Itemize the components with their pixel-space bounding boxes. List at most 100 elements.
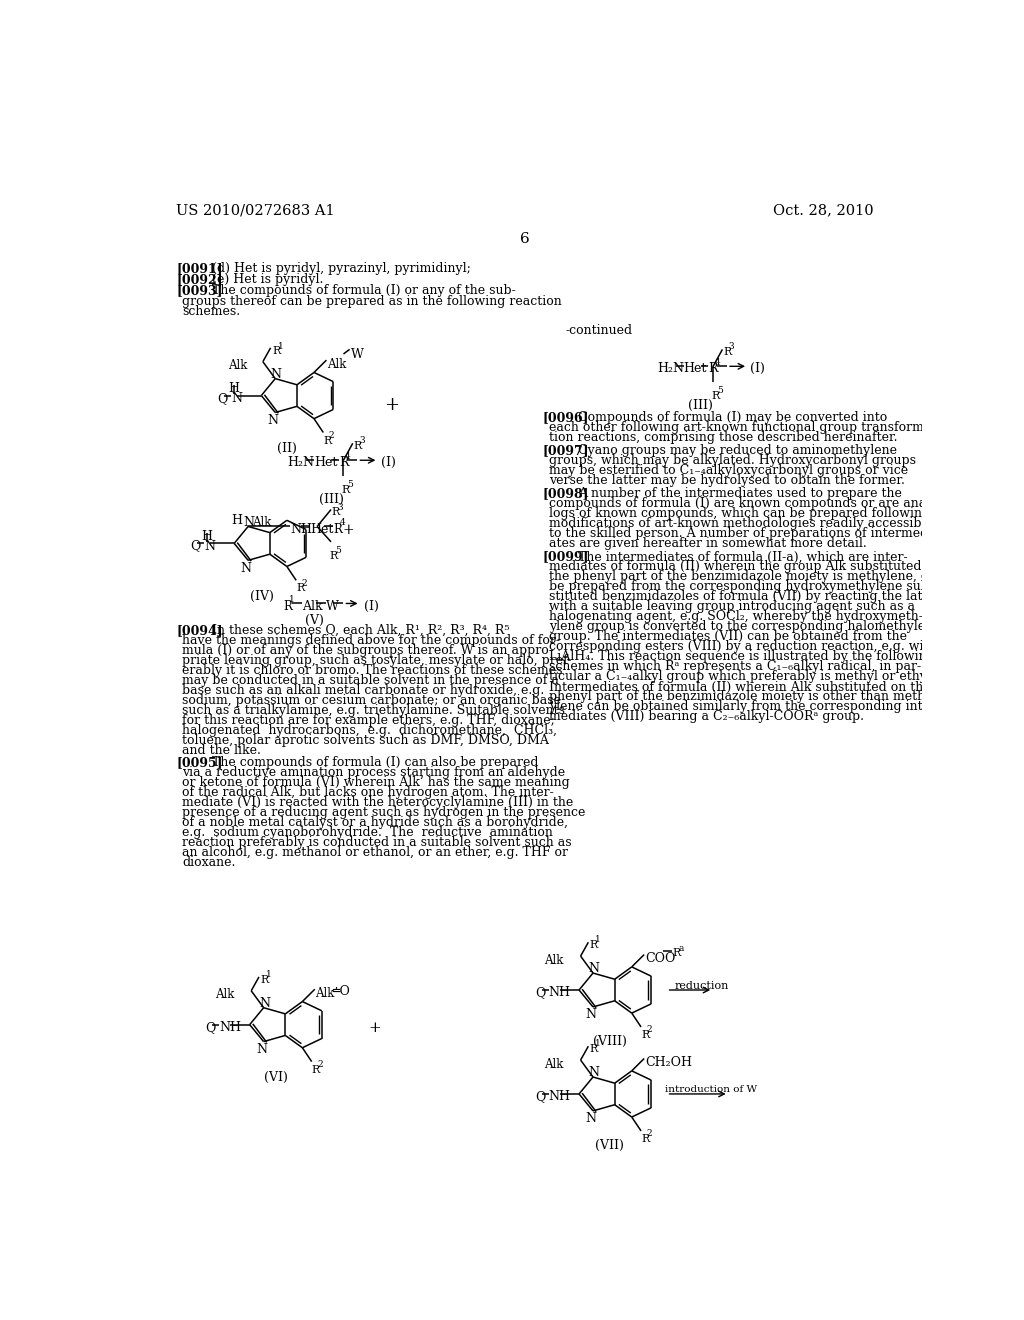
Text: schemes.: schemes. [182,305,241,318]
Text: schemes in which Rᵃ represents a C₁₋₆alkyl radical, in par-: schemes in which Rᵃ represents a C₁₋₆alk… [549,660,921,673]
Text: N: N [231,392,242,405]
Text: The intermediates of formula (II-a), which are inter-: The intermediates of formula (II-a), whi… [579,550,908,564]
Text: ticular a C₁₋₄alkyl group which preferably is methyl or ethyl.: ticular a C₁₋₄alkyl group which preferab… [549,671,935,684]
Text: R: R [712,391,720,401]
Text: Alk’: Alk’ [315,987,339,1001]
Text: [0091]: [0091] [176,263,222,276]
Text: reaction preferably is conducted in a suitable solvent such as: reaction preferably is conducted in a su… [182,836,571,849]
Text: Alk: Alk [328,358,346,371]
Text: Het: Het [684,363,707,375]
Text: logs of known compounds, which can be prepared following: logs of known compounds, which can be pr… [549,507,930,520]
Text: R: R [641,1134,649,1144]
Text: the phenyl part of the benzimidazole moiety is methylene, can: the phenyl part of the benzimidazole moi… [549,570,943,583]
Text: ylene can be obtained similarly from the corresponding inter-: ylene can be obtained similarly from the… [549,701,940,714]
Text: (I): (I) [364,599,379,612]
Text: Het: Het [310,523,334,536]
Text: COO: COO [645,952,675,965]
Text: Q: Q [217,392,227,405]
Text: [0099]: [0099] [543,550,589,564]
Text: 5: 5 [717,387,723,395]
Text: 1: 1 [289,595,295,605]
Text: N: N [586,1008,596,1022]
Text: H₂N: H₂N [288,457,314,470]
Text: Cyano groups may be reduced to aminomethylene: Cyano groups may be reduced to aminometh… [579,444,897,457]
Text: or ketone of formula (VI) wherein Alk’ has the same meaning: or ketone of formula (VI) wherein Alk’ h… [182,776,570,789]
Text: W: W [351,348,365,360]
Text: (d) Het is pyridyl, pyrazinyl, pyrimidinyl;: (d) Het is pyridyl, pyrazinyl, pyrimidin… [212,263,471,276]
Text: 1: 1 [595,1039,601,1048]
Text: NH: NH [549,986,570,999]
Text: R: R [723,347,731,356]
Text: +: + [384,396,398,413]
Text: groups thereof can be prepared as in the following reaction: groups thereof can be prepared as in the… [182,294,562,308]
Text: Oct. 28, 2010: Oct. 28, 2010 [773,203,873,216]
Text: R: R [311,1065,319,1074]
Text: may be conducted in a suitable solvent in the presence of a: may be conducted in a suitable solvent i… [182,675,559,688]
Text: 3: 3 [337,503,343,512]
Text: (III): (III) [318,492,343,506]
Text: +: + [343,523,354,537]
Text: 3: 3 [359,437,365,445]
Text: 1: 1 [266,970,271,979]
Text: such as a trialkylamine, e.g. triethylamine. Suitable solvents: such as a trialkylamine, e.g. triethylam… [182,705,565,717]
Text: [0095]: [0095] [176,756,222,770]
Text: may be esterified to C₁₋₄alkyloxycarbonyl groups or vice: may be esterified to C₁₋₄alkyloxycarbony… [549,465,908,477]
Text: 5: 5 [335,546,341,556]
Text: (e) Het is pyridyl.: (e) Het is pyridyl. [212,273,324,286]
Text: to the skilled person. A number of preparations of intermedi-: to the skilled person. A number of prepa… [549,527,936,540]
Text: (VIII): (VIII) [593,1035,627,1048]
Text: Compounds of formula (I) may be converted into: Compounds of formula (I) may be converte… [579,411,888,424]
Text: +: + [369,1020,381,1035]
Text: base such as an alkali metal carbonate or hydroxide, e.g.: base such as an alkali metal carbonate o… [182,684,545,697]
Text: N: N [589,962,599,975]
Text: 3: 3 [729,342,734,351]
Text: with a suitable leaving group introducing agent such as a: with a suitable leaving group introducin… [549,601,914,614]
Text: R: R [342,484,350,495]
Text: Q: Q [190,540,201,553]
Text: R: R [339,457,348,470]
Text: N: N [204,540,215,553]
Text: ═O: ═O [332,985,350,998]
Text: N: N [259,997,270,1010]
Text: dioxane.: dioxane. [182,857,236,869]
Text: NH: NH [549,1090,570,1104]
Text: The compounds of formula (I) or any of the sub-: The compounds of formula (I) or any of t… [212,284,515,297]
Text: (IV): (IV) [250,590,273,603]
Text: 6: 6 [520,231,529,246]
Text: N: N [241,562,251,576]
Text: 4: 4 [345,451,351,461]
Text: verse the latter may be hydrolysed to obtain the former.: verse the latter may be hydrolysed to ob… [549,474,904,487]
Text: 2: 2 [317,1060,323,1069]
Text: Q: Q [206,1020,216,1034]
Text: [0096]: [0096] [543,411,589,424]
Text: mediates of formula (II) wherein the group Alk substituted on: mediates of formula (II) wherein the gro… [549,561,941,573]
Text: be prepared from the corresponding hydroxymethylene sub-: be prepared from the corresponding hydro… [549,581,933,594]
Text: 1: 1 [595,936,601,944]
Text: stituted benzimidazoles of formula (VII) by reacting the latter: stituted benzimidazoles of formula (VII)… [549,590,941,603]
Text: [0092]: [0092] [176,273,222,286]
Text: mediates (VIII) bearing a C₂₋₆alkyl-COORᵃ group.: mediates (VIII) bearing a C₂₋₆alkyl-COOR… [549,710,864,723]
Text: of a noble metal catalyst or a hydride such as a borohydride,: of a noble metal catalyst or a hydride s… [182,816,568,829]
Text: 5: 5 [347,480,353,490]
Text: tion reactions, comprising those described hereinafter.: tion reactions, comprising those describ… [549,430,897,444]
Text: R: R [260,974,268,985]
Text: (VI): (VI) [263,1071,288,1084]
Text: R: R [330,552,338,561]
Text: of the radical Alk, but lacks one hydrogen atom. The inter-: of the radical Alk, but lacks one hydrog… [182,785,554,799]
Text: R: R [353,441,361,451]
Text: groups, which may be alkylated. Hydroxycarbonyl groups: groups, which may be alkylated. Hydroxyc… [549,454,915,467]
Text: priate leaving group, such as tosylate, mesylate or halo, pref-: priate leaving group, such as tosylate, … [182,655,571,668]
Text: 2: 2 [329,430,335,440]
Text: presence of a reducing agent such as hydrogen in the presence: presence of a reducing agent such as hyd… [182,807,586,818]
Text: [0093]: [0093] [176,284,222,297]
Text: The compounds of formula (I) can also be prepared: The compounds of formula (I) can also be… [212,756,539,770]
Text: H₂N: H₂N [657,363,684,375]
Text: Alk: Alk [302,599,323,612]
Text: LiAlH₄. This reaction sequence is illustrated by the following: LiAlH₄. This reaction sequence is illust… [549,651,935,664]
Text: sodium, potassium or cesium carbonate; or an organic base: sodium, potassium or cesium carbonate; o… [182,694,561,708]
Text: N: N [267,414,279,428]
Text: halogenated  hydrocarbons,  e.g.  dichoromethane,  CHCl₃,: halogenated hydrocarbons, e.g. dichorome… [182,725,557,738]
Text: reduction: reduction [675,981,729,991]
Text: H: H [228,381,240,395]
Text: US 2010/0272683 A1: US 2010/0272683 A1 [176,203,335,216]
